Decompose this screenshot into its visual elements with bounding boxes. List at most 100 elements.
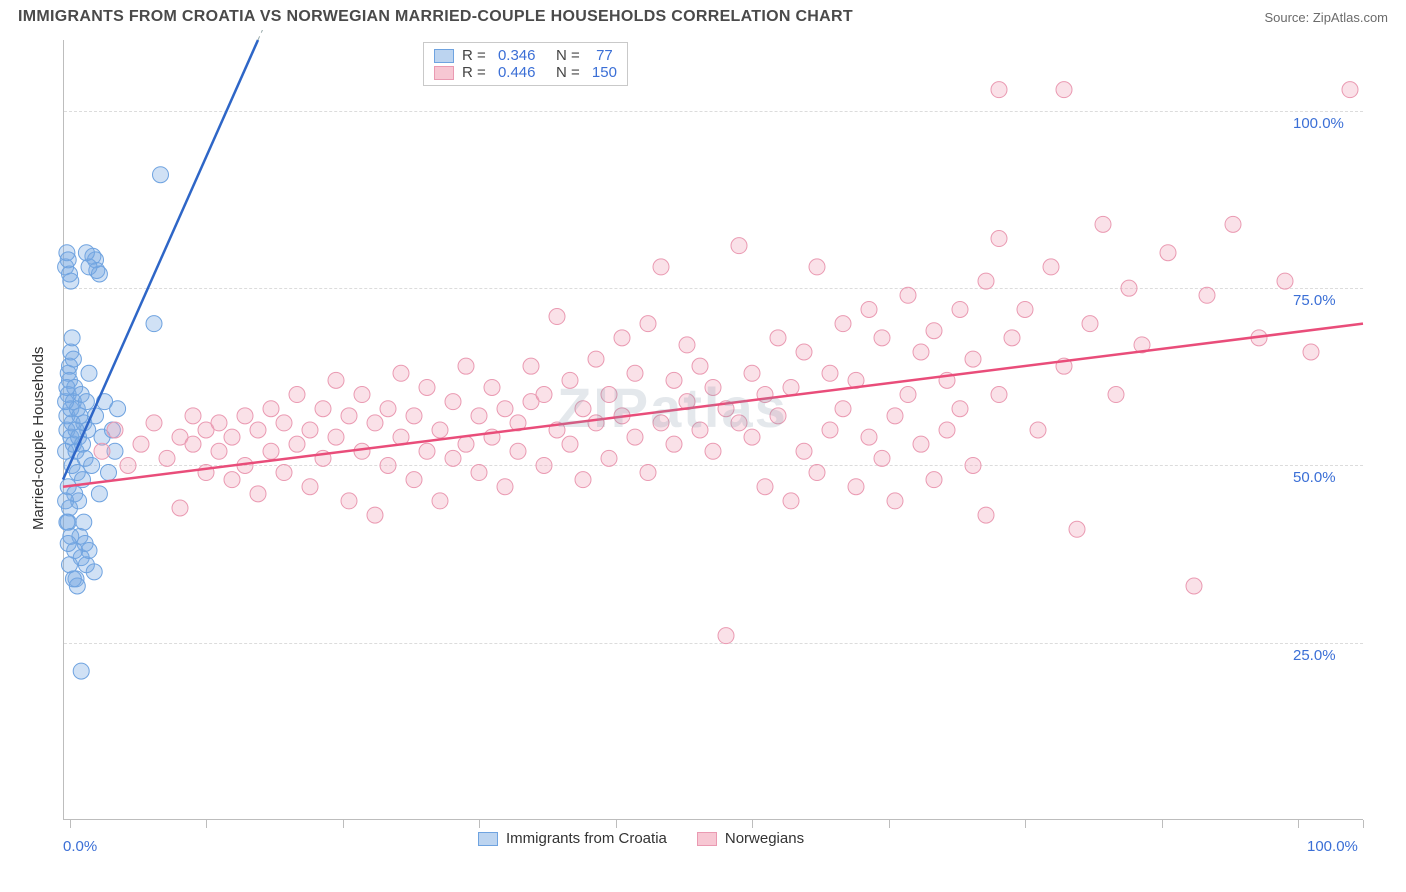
data-point-norwegians bbox=[679, 337, 695, 353]
data-point-norwegians bbox=[380, 401, 396, 417]
data-point-norwegians bbox=[926, 323, 942, 339]
data-point-norwegians bbox=[133, 436, 149, 452]
legend-r-value: 0.446 bbox=[498, 64, 536, 81]
data-point-norwegians bbox=[835, 401, 851, 417]
data-point-norwegians bbox=[341, 493, 357, 509]
data-point-norwegians bbox=[627, 429, 643, 445]
data-point-norwegians bbox=[692, 422, 708, 438]
data-point-norwegians bbox=[250, 486, 266, 502]
data-point-norwegians bbox=[900, 387, 916, 403]
data-point-croatia bbox=[78, 245, 94, 261]
legend-n-label: N = bbox=[543, 47, 588, 64]
data-point-norwegians bbox=[575, 472, 591, 488]
legend-n-value: 150 bbox=[592, 64, 617, 81]
data-point-croatia bbox=[60, 252, 76, 268]
trendline-norwegians bbox=[63, 324, 1363, 487]
data-point-norwegians bbox=[367, 415, 383, 431]
data-point-norwegians bbox=[861, 301, 877, 317]
data-point-norwegians bbox=[991, 82, 1007, 98]
data-point-norwegians bbox=[211, 443, 227, 459]
legend-item: Immigrants from Croatia bbox=[478, 830, 667, 847]
data-point-croatia bbox=[59, 514, 75, 530]
data-point-norwegians bbox=[263, 401, 279, 417]
legend-stats: R = 0.346 N = 77R = 0.446 N = 150 bbox=[423, 42, 628, 86]
data-point-norwegians bbox=[471, 465, 487, 481]
legend-r-label: R = bbox=[462, 64, 490, 81]
data-point-norwegians bbox=[1199, 287, 1215, 303]
data-point-norwegians bbox=[887, 408, 903, 424]
data-point-norwegians bbox=[1277, 273, 1293, 289]
data-point-norwegians bbox=[692, 358, 708, 374]
data-point-norwegians bbox=[1160, 245, 1176, 261]
data-point-norwegians bbox=[419, 379, 435, 395]
data-point-norwegians bbox=[588, 415, 604, 431]
data-point-norwegians bbox=[601, 387, 617, 403]
legend-swatch bbox=[478, 832, 498, 846]
data-point-norwegians bbox=[965, 351, 981, 367]
data-point-norwegians bbox=[731, 238, 747, 254]
data-point-norwegians bbox=[926, 472, 942, 488]
data-point-norwegians bbox=[276, 465, 292, 481]
legend-item: Norwegians bbox=[697, 830, 804, 847]
data-point-norwegians bbox=[1043, 259, 1059, 275]
data-point-norwegians bbox=[458, 358, 474, 374]
data-point-norwegians bbox=[328, 372, 344, 388]
data-point-norwegians bbox=[107, 422, 123, 438]
data-point-norwegians bbox=[1186, 578, 1202, 594]
data-point-croatia bbox=[81, 543, 97, 559]
data-point-norwegians bbox=[302, 422, 318, 438]
data-point-norwegians bbox=[211, 415, 227, 431]
data-point-norwegians bbox=[705, 379, 721, 395]
data-point-norwegians bbox=[1004, 330, 1020, 346]
data-point-norwegians bbox=[250, 422, 266, 438]
data-point-norwegians bbox=[146, 415, 162, 431]
data-point-croatia bbox=[91, 486, 107, 502]
source-label: Source: ZipAtlas.com bbox=[1264, 10, 1388, 25]
legend-r-label: R = bbox=[462, 47, 490, 64]
data-point-norwegians bbox=[471, 408, 487, 424]
data-point-norwegians bbox=[302, 479, 318, 495]
data-point-norwegians bbox=[874, 450, 890, 466]
data-point-norwegians bbox=[809, 259, 825, 275]
data-point-norwegians bbox=[913, 344, 929, 360]
data-point-norwegians bbox=[913, 436, 929, 452]
data-point-norwegians bbox=[1017, 301, 1033, 317]
data-point-croatia bbox=[101, 465, 117, 481]
data-point-norwegians bbox=[1121, 280, 1137, 296]
data-point-croatia bbox=[65, 571, 81, 587]
data-point-croatia bbox=[84, 457, 100, 473]
legend-swatch bbox=[434, 66, 454, 80]
data-point-norwegians bbox=[861, 429, 877, 445]
data-point-norwegians bbox=[666, 436, 682, 452]
data-point-norwegians bbox=[276, 415, 292, 431]
data-point-norwegians bbox=[588, 351, 604, 367]
data-point-norwegians bbox=[1108, 387, 1124, 403]
data-point-norwegians bbox=[263, 443, 279, 459]
legend-swatch bbox=[434, 49, 454, 63]
legend-label: Immigrants from Croatia bbox=[506, 830, 667, 847]
data-point-norwegians bbox=[887, 493, 903, 509]
data-point-norwegians bbox=[484, 379, 500, 395]
data-point-croatia bbox=[73, 663, 89, 679]
data-point-croatia bbox=[65, 351, 81, 367]
data-point-norwegians bbox=[354, 443, 370, 459]
data-point-norwegians bbox=[445, 394, 461, 410]
data-point-croatia bbox=[64, 330, 80, 346]
data-point-norwegians bbox=[978, 273, 994, 289]
data-point-norwegians bbox=[432, 493, 448, 509]
data-point-norwegians bbox=[770, 330, 786, 346]
data-point-norwegians bbox=[770, 408, 786, 424]
data-point-norwegians bbox=[991, 387, 1007, 403]
chart-title: IMMIGRANTS FROM CROATIA VS NORWEGIAN MAR… bbox=[18, 8, 853, 26]
data-point-norwegians bbox=[1342, 82, 1358, 98]
data-point-norwegians bbox=[536, 387, 552, 403]
data-point-norwegians bbox=[159, 450, 175, 466]
data-point-norwegians bbox=[1095, 216, 1111, 232]
data-point-croatia bbox=[110, 401, 126, 417]
data-point-norwegians bbox=[523, 358, 539, 374]
data-point-croatia bbox=[60, 535, 76, 551]
data-point-norwegians bbox=[783, 493, 799, 509]
trendline-extension bbox=[258, 30, 287, 40]
data-point-croatia bbox=[153, 167, 169, 183]
legend-n-value: 77 bbox=[596, 47, 613, 64]
